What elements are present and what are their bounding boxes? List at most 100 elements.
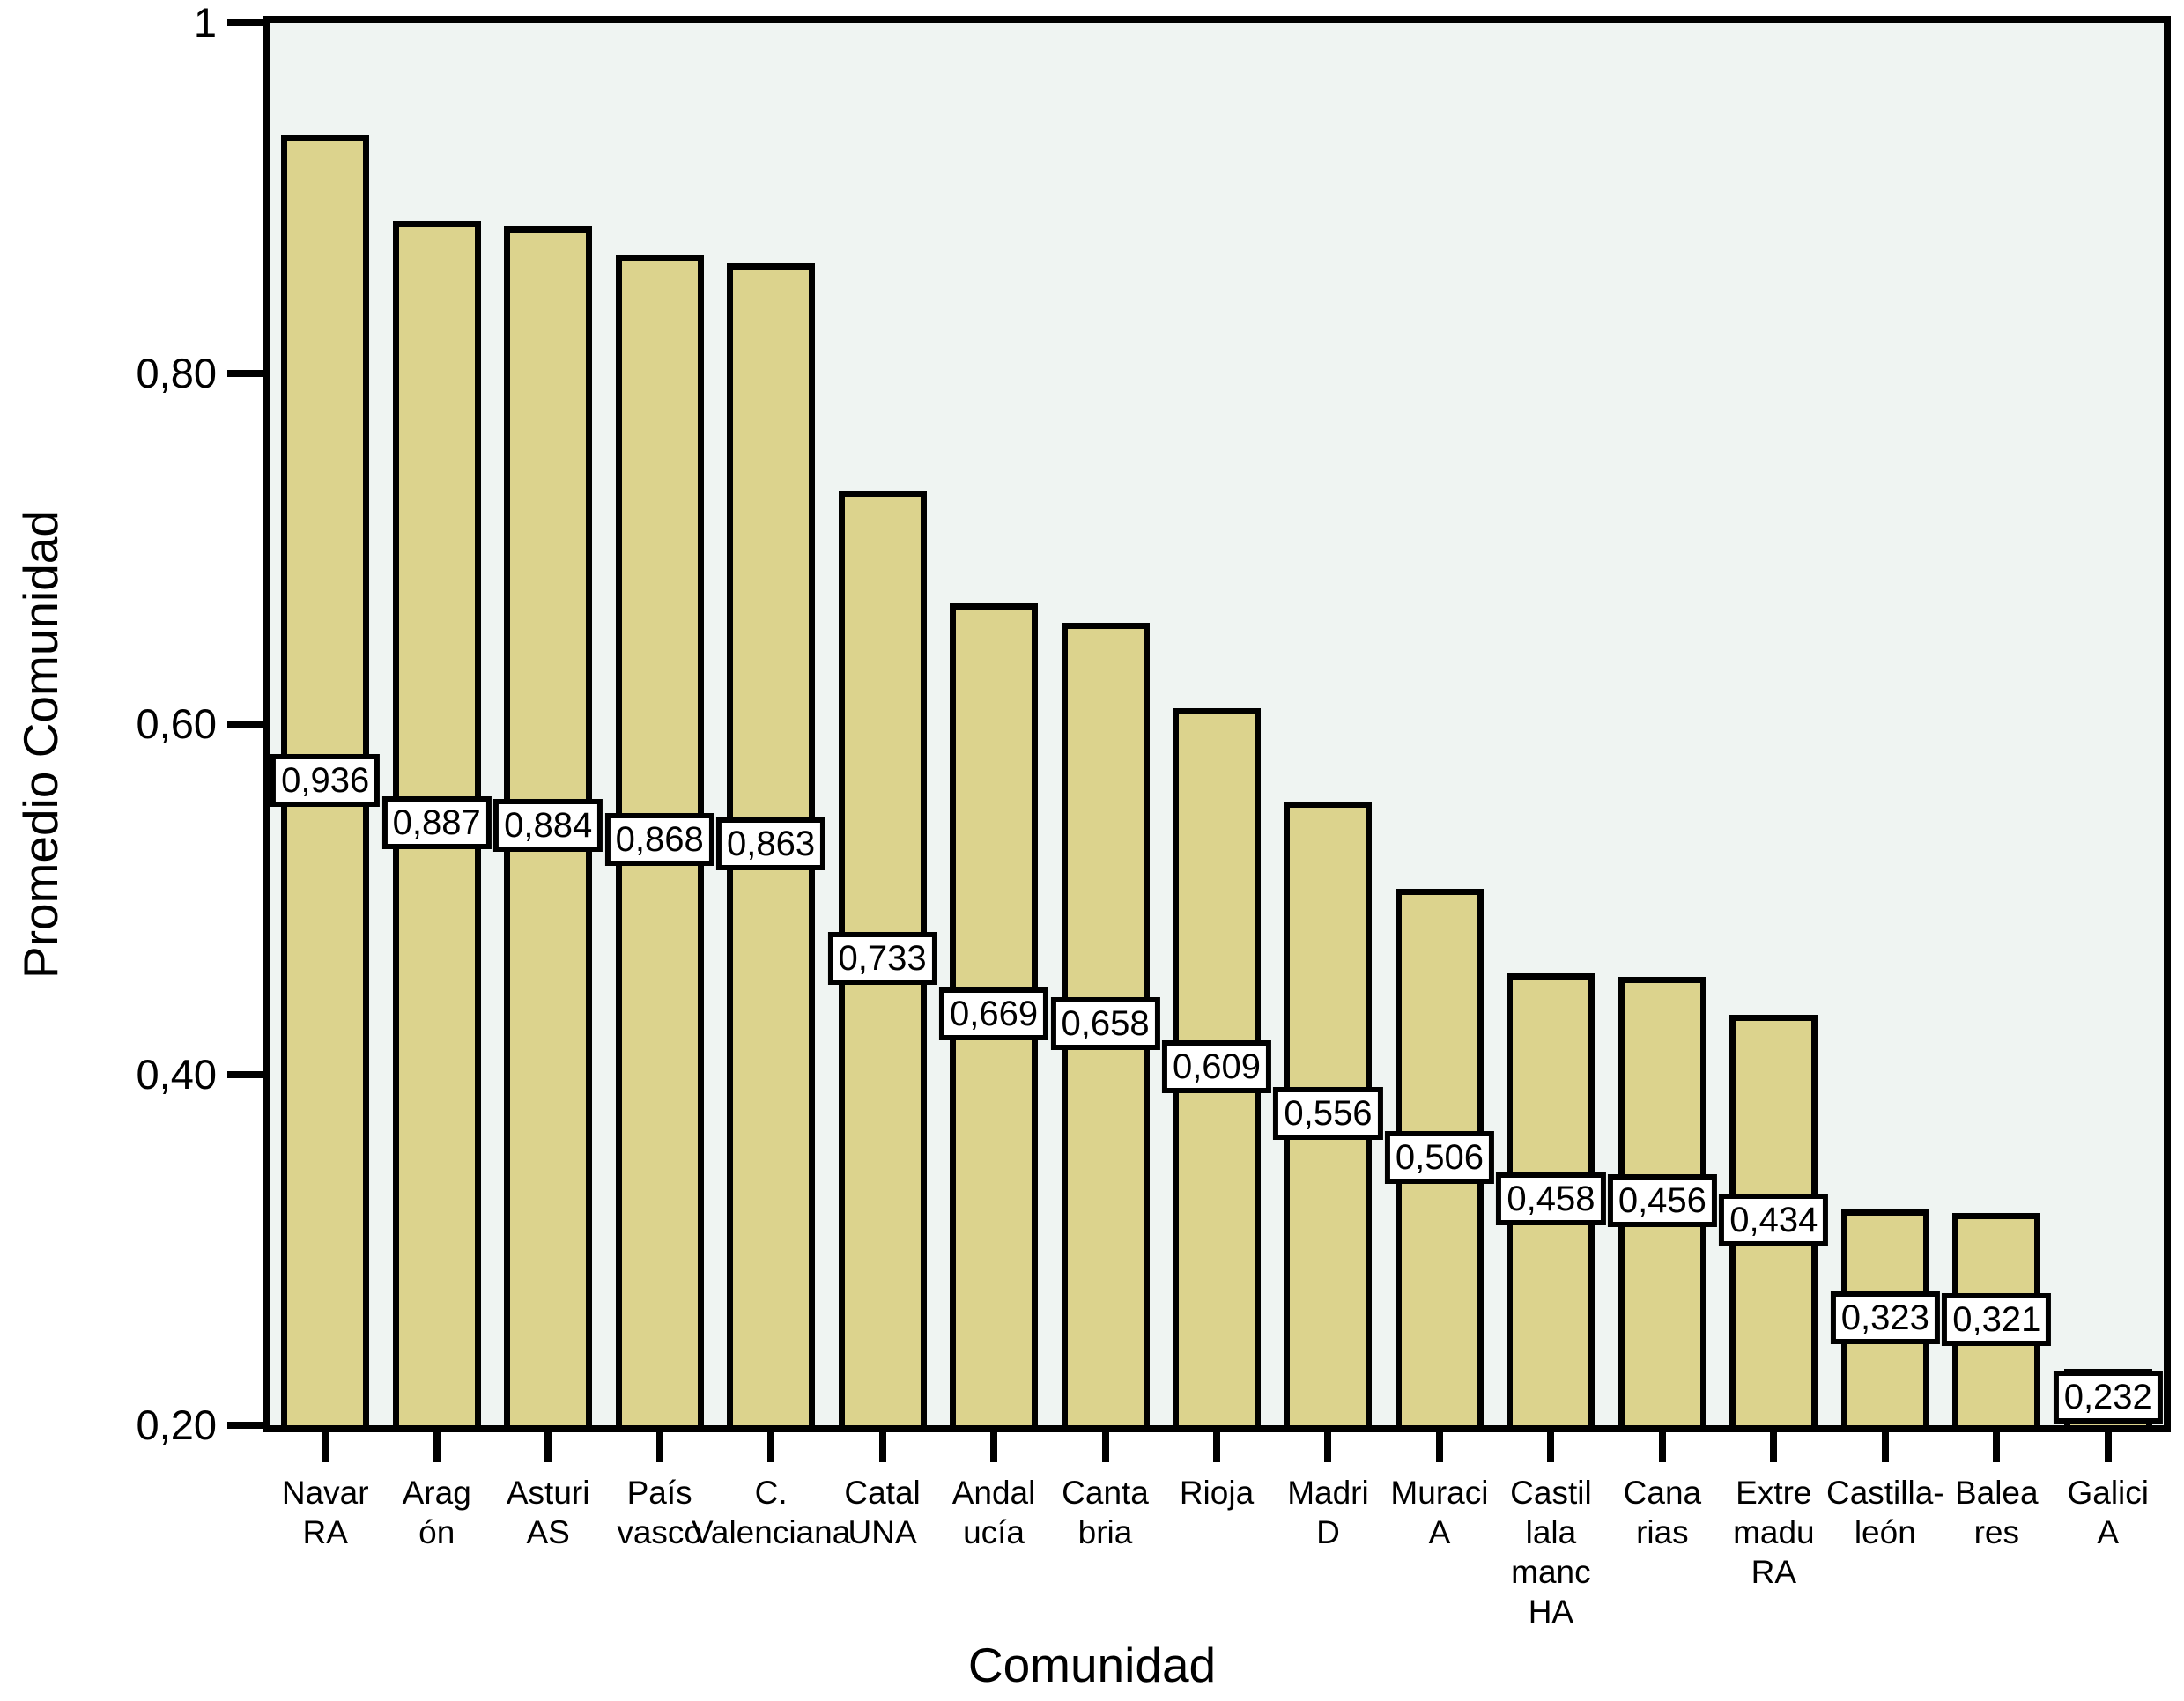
x-tick-label-line: Castil xyxy=(1510,1475,1592,1511)
bar-value-label: 0,887 xyxy=(381,796,492,850)
x-tick-label-line: madu xyxy=(1733,1514,1815,1550)
x-tick-mark xyxy=(1993,1432,2001,1462)
x-tick-mark xyxy=(2104,1432,2112,1462)
x-tick-label-line: rias xyxy=(1636,1514,1689,1550)
x-tick-label-line: Rioja xyxy=(1179,1475,1255,1511)
bar-value-label: 0,884 xyxy=(493,799,603,853)
x-tick-label-line: D xyxy=(1316,1514,1340,1550)
x-tick-label: Canta bria xyxy=(991,1473,1220,1552)
x-tick-label-line: A xyxy=(1428,1514,1451,1550)
x-tick-label-line: AS xyxy=(526,1514,570,1550)
x-tick-label-line: Asturi xyxy=(506,1475,590,1511)
bar-value-label: 0,868 xyxy=(604,813,714,867)
x-tick-mark xyxy=(1658,1432,1666,1462)
x-tick-label-line: Madri xyxy=(1287,1475,1369,1511)
y-tick-mark xyxy=(227,1071,263,1078)
x-tick-label: Galici A xyxy=(1994,1473,2184,1552)
x-tick-label-line: bria xyxy=(1077,1514,1133,1550)
bar-value-label: 0,609 xyxy=(1161,1040,1272,1094)
x-tick-label-line: res xyxy=(1973,1514,2019,1550)
x-tick-mark xyxy=(655,1432,663,1462)
x-tick-label-line: Muraci xyxy=(1390,1475,1489,1511)
x-tick-label: Castil lala manc HA xyxy=(1436,1473,1665,1631)
x-tick-label-line: manc xyxy=(1511,1554,1591,1590)
bars-layer: 0,936 0,887 0,884 0,868 0,863 0,733 0,669 0,658… xyxy=(270,23,2164,1425)
x-tick-mark xyxy=(878,1432,886,1462)
x-tick-label: Castilla-león xyxy=(1771,1473,2000,1552)
y-tick-mark xyxy=(227,1422,263,1429)
x-tick-label-line: C. xyxy=(754,1475,788,1511)
x-tick-mark xyxy=(1770,1432,1778,1462)
y-tick-mark xyxy=(227,721,263,728)
x-tick-label-line: vasco xyxy=(617,1514,702,1550)
x-tick-label: Catal UNA xyxy=(768,1473,997,1552)
x-tick-mark xyxy=(1881,1432,1889,1462)
y-tick-label: 1 xyxy=(193,0,217,46)
x-tick-label-line: Castilla- xyxy=(1825,1475,1944,1511)
bar-value-label: 0,323 xyxy=(1830,1291,1940,1344)
x-tick-label-line: ucía xyxy=(963,1514,1025,1550)
x-tick-label: Madri D xyxy=(1213,1473,1442,1552)
x-tick-mark xyxy=(1435,1432,1443,1462)
x-tick-label: País vasco xyxy=(545,1473,774,1552)
x-tick-mark xyxy=(1213,1432,1220,1462)
x-tick-label-line: Extre xyxy=(1736,1475,1812,1511)
x-tick-label: Cana rias xyxy=(1548,1473,1777,1552)
x-tick-mark xyxy=(990,1432,998,1462)
x-tick-mark xyxy=(1324,1432,1332,1462)
x-tick-mark xyxy=(544,1432,552,1462)
y-tick-label: 0,40 xyxy=(136,1051,217,1098)
x-axis-title: Comunidad xyxy=(967,1638,1217,1692)
x-tick-label-line: ón xyxy=(418,1514,455,1550)
x-tick-label-line: A xyxy=(2097,1514,2120,1550)
x-tick-mark xyxy=(1101,1432,1109,1462)
bar-value-label: 0,936 xyxy=(270,753,381,807)
x-tick-label-line: RA xyxy=(1751,1554,1797,1590)
x-tick-label: Arag ón xyxy=(322,1473,552,1552)
x-tick-label: C. Valenciana xyxy=(656,1473,885,1552)
y-tick-label: 0,60 xyxy=(136,700,217,747)
bar-value-label: 0,321 xyxy=(1942,1292,2052,1346)
x-tick-label-line: lala xyxy=(1525,1514,1577,1550)
bar-value-label: 0,458 xyxy=(1496,1172,1606,1226)
x-tick-label-line: Andal xyxy=(951,1475,1036,1511)
x-tick-label: Andal ucía xyxy=(879,1473,1108,1552)
x-tick-label-line: Balea xyxy=(1954,1475,2039,1511)
x-tick-label-line: Catal xyxy=(844,1475,921,1511)
x-tick-label-line: RA xyxy=(302,1514,348,1550)
y-tick-label: 0,80 xyxy=(136,350,217,396)
x-tick-label-line: HA xyxy=(1528,1594,1574,1630)
bar-value-label: 0,506 xyxy=(1384,1130,1494,1184)
bar-value-label: 0,863 xyxy=(716,817,826,871)
y-tick-label: 0,20 xyxy=(136,1401,217,1448)
plot-area: 0,936 0,887 0,884 0,868 0,863 0,733 0,669 0,658… xyxy=(263,16,2171,1432)
x-tick-label-line: UNA xyxy=(848,1514,917,1550)
bar-value-label: 0,434 xyxy=(1719,1194,1829,1247)
x-tick-mark xyxy=(433,1432,441,1462)
bar-value-label: 0,733 xyxy=(827,931,937,985)
bar-value-label: 0,456 xyxy=(1607,1174,1717,1228)
x-tick-label-line: Galici xyxy=(2067,1475,2150,1511)
y-tick-mark xyxy=(227,370,263,377)
x-tick-label: Navar RA xyxy=(211,1473,440,1552)
y-tick-mark xyxy=(227,19,263,26)
bar-value-label: 0,658 xyxy=(1050,997,1160,1051)
x-tick-mark xyxy=(1547,1432,1555,1462)
x-tick-label: Rioja xyxy=(1102,1473,1331,1512)
x-tick-label-line: Valenciana xyxy=(691,1514,851,1550)
x-tick-label-line: león xyxy=(1854,1514,1916,1550)
bar-value-label: 0,669 xyxy=(938,987,1049,1041)
x-tick-label-line: País xyxy=(626,1475,692,1511)
x-tick-label-line: Arag xyxy=(402,1475,471,1511)
x-tick-label: Extre madu RA xyxy=(1659,1473,1888,1592)
bar-value-label: 0,556 xyxy=(1273,1086,1383,1140)
x-tick-mark xyxy=(322,1432,329,1462)
x-tick-label: Asturi AS xyxy=(433,1473,663,1552)
x-tick-label: Muraci A xyxy=(1325,1473,1554,1552)
x-tick-label-line: Canta xyxy=(1062,1475,1149,1511)
x-tick-label: Balea res xyxy=(1882,1473,2111,1552)
x-tick-label-line: Navar xyxy=(281,1475,369,1511)
bar-value-label: 0,232 xyxy=(2053,1371,2163,1424)
x-tick-mark xyxy=(767,1432,775,1462)
